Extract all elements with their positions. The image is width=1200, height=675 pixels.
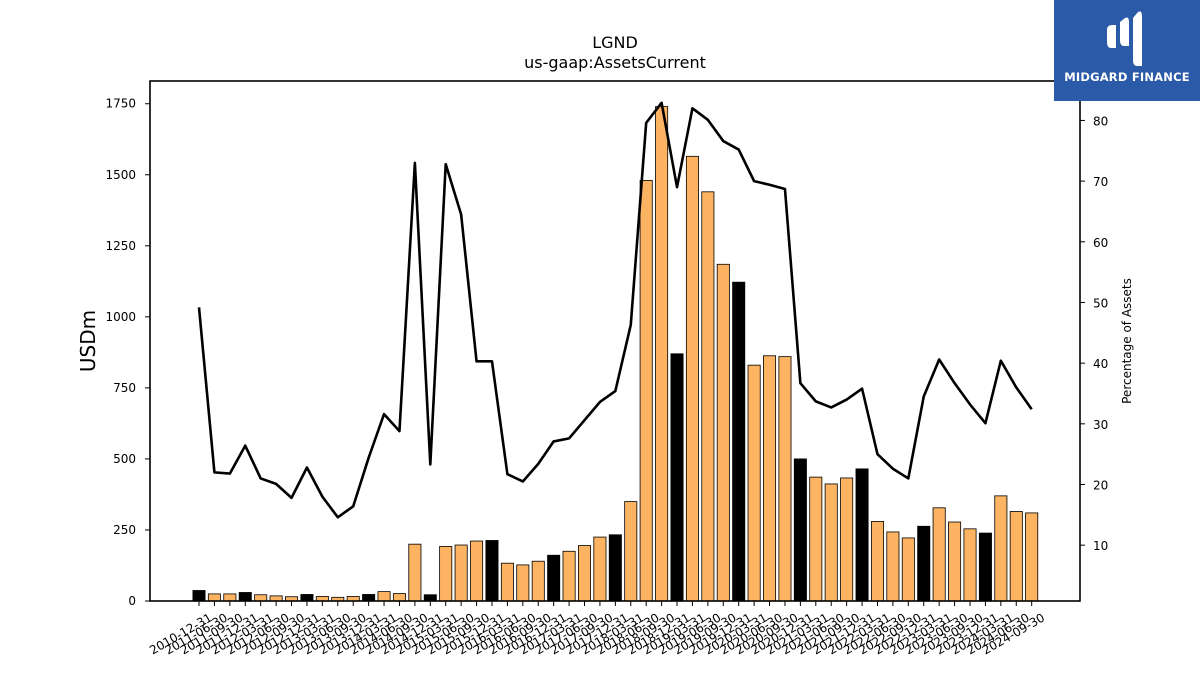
y-tick-label: 500	[113, 452, 136, 466]
bar-2014-03-31	[377, 591, 391, 602]
bar-2010-12-31	[192, 590, 206, 602]
bar-2021-09-30	[840, 477, 854, 602]
bar-2021-12-31	[855, 468, 869, 602]
chart-title: LGND	[592, 33, 638, 52]
bar-2018-12-31	[670, 353, 684, 602]
y-tick-label: 1250	[105, 239, 136, 253]
bar-2011-06-30	[207, 593, 221, 602]
bar-2020-09-30	[778, 356, 792, 602]
bar-2016-06-30	[516, 564, 530, 602]
logo-text: MIDGARD FINANCE	[1064, 70, 1190, 84]
bar-2017-06-30	[578, 545, 592, 602]
y-tick-label: 1500	[105, 168, 136, 182]
bar-2015-06-30	[454, 544, 468, 602]
bar-2019-12-31	[732, 281, 746, 602]
bar-2022-09-30	[901, 537, 915, 602]
bar-2017-12-31	[608, 534, 622, 602]
bar-2022-03-31	[870, 521, 884, 602]
bar-2014-12-31	[423, 594, 437, 602]
y2-tick-label: 50	[1093, 296, 1108, 310]
y2-tick-label: 10	[1093, 539, 1108, 553]
bar-2011-09-30	[223, 593, 237, 602]
bar-2011-12-31	[238, 592, 252, 602]
y-tick-label: 0	[128, 594, 136, 608]
bar-2023-06-30	[948, 521, 962, 602]
y2-tick-label: 80	[1093, 114, 1108, 128]
bar-2020-12-31	[793, 458, 807, 602]
bar-2019-09-30	[716, 263, 730, 602]
bar-2016-03-31	[500, 562, 514, 602]
bar-2024-03-31	[994, 495, 1008, 602]
bar-group	[192, 106, 1039, 602]
y-tick-label: 1000	[105, 310, 136, 324]
y2-tick-label: 20	[1093, 479, 1108, 493]
bar-2016-12-31	[547, 554, 561, 602]
y-tick-label: 1750	[105, 97, 136, 111]
percentage-of-assets-line	[197, 101, 1033, 519]
y2-axis-label: Percentage of Assets	[1120, 278, 1134, 404]
bar-2024-09-30	[1025, 512, 1039, 602]
y-axis-left: 0 250 500 750 1000 1250 1500 1750	[105, 97, 150, 608]
bar-2018-06-30	[639, 180, 653, 602]
chart-subtitle: us-gaap:AssetsCurrent	[524, 53, 706, 72]
y-tick-label: 750	[113, 381, 136, 395]
bar-2018-09-30	[655, 106, 669, 602]
bar-2023-12-31	[978, 532, 992, 602]
bar-2020-03-31	[747, 364, 761, 602]
y2-tick-label: 30	[1093, 418, 1108, 432]
bar-2021-06-30	[824, 483, 838, 602]
midgard-logo-mark-icon	[1107, 11, 1142, 66]
percentage-line-group	[197, 101, 1033, 519]
x-axis: 2010-12-312011-06-302011-09-302011-12-31…	[147, 601, 1047, 657]
bar-2012-12-31	[300, 594, 314, 602]
bar-2017-03-31	[562, 550, 576, 602]
bar-2021-03-31	[809, 476, 823, 602]
y2-tick-label: 70	[1093, 175, 1108, 189]
bar-2022-12-31	[917, 525, 931, 602]
bar-2016-09-30	[531, 560, 545, 602]
bar-2024-06-30	[1009, 511, 1023, 602]
y-tick-label: 250	[113, 523, 136, 537]
bar-2017-09-30	[593, 536, 607, 602]
midgard-finance-logo: MIDGARD FINANCE	[1054, 0, 1200, 101]
y-axis-right: 10 20 30 40 50 60 70 80	[1080, 114, 1108, 553]
bar-2018-03-31	[624, 501, 638, 602]
y2-tick-label: 60	[1093, 236, 1108, 250]
bar-2012-03-31	[254, 594, 268, 602]
bar-2022-06-30	[886, 531, 900, 602]
bar-2014-06-30	[392, 593, 406, 602]
y-axis-label: USDm	[76, 310, 100, 372]
bar-2015-12-31	[485, 540, 499, 602]
bar-2019-06-30	[701, 191, 715, 602]
bar-2015-09-30	[470, 540, 484, 602]
bar-2014-09-30	[408, 543, 422, 602]
bar-2019-03-31	[685, 155, 699, 602]
bar-2023-09-30	[963, 528, 977, 602]
y2-tick-label: 40	[1093, 357, 1108, 371]
bar-2015-03-31	[439, 546, 453, 602]
bar-2023-03-31	[932, 507, 946, 602]
bar-2020-06-30	[763, 355, 777, 602]
bar-2013-12-31	[362, 594, 376, 602]
